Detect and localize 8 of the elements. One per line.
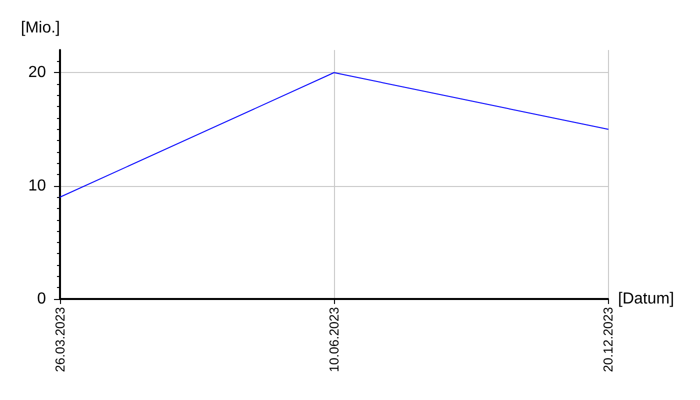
y-tick-label: 10 bbox=[28, 177, 46, 194]
y-tick-label: 0 bbox=[37, 290, 46, 308]
x-tick-label: 10.06.2023 bbox=[326, 307, 342, 372]
x-tick-label: 26.03.2023 bbox=[52, 307, 68, 372]
x-axis-title: [Datum] bbox=[618, 290, 674, 308]
y-axis-title: [Mio.] bbox=[20, 20, 60, 36]
y-tick-label: 20 bbox=[28, 64, 46, 82]
x-tick-label: 20.12.2023 bbox=[600, 307, 616, 372]
